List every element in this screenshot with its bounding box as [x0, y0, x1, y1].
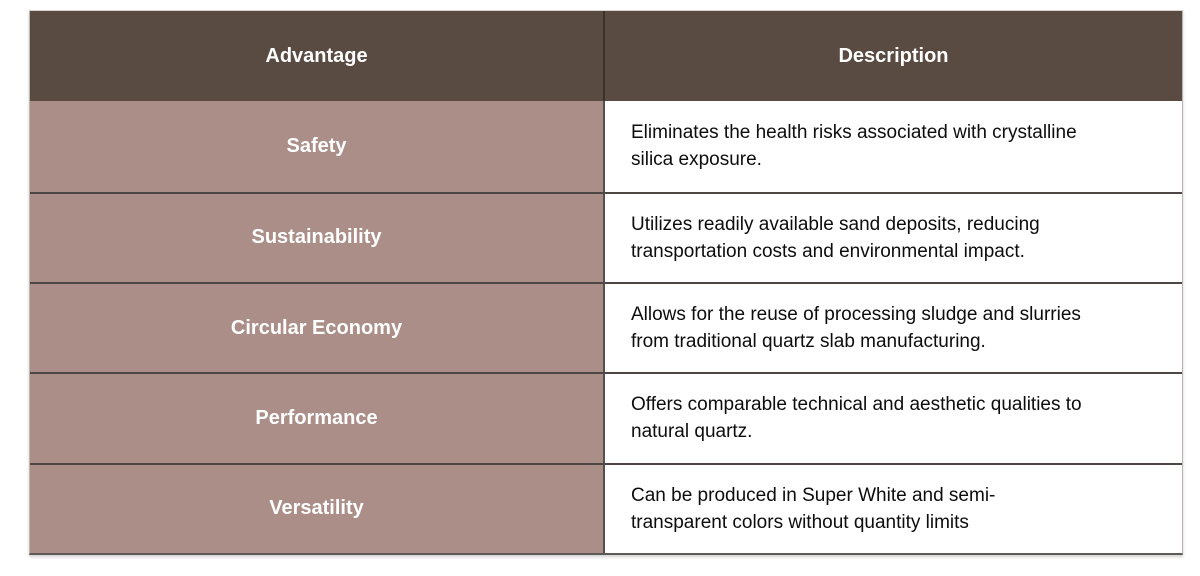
- description-cell-versatility: Can be produced in Super White and semi-…: [605, 462, 1182, 553]
- advantage-cell-sustainability: Sustainability: [30, 191, 605, 282]
- description-cell-circular-economy: Allows for the reuse of processing sludg…: [605, 282, 1182, 373]
- column-header-description: Description: [605, 11, 1182, 102]
- description-cell-sustainability: Utilizes readily available sand deposits…: [605, 191, 1182, 282]
- advantage-cell-circular-economy: Circular Economy: [30, 282, 605, 373]
- description-cell-performance: Offers comparable technical and aestheti…: [605, 372, 1182, 463]
- description-cell-safety: Eliminates the health risks associated w…: [605, 101, 1182, 192]
- column-header-advantage: Advantage: [30, 11, 605, 102]
- advantage-cell-safety: Safety: [30, 101, 605, 192]
- advantage-cell-versatility: Versatility: [30, 462, 605, 553]
- advantages-table: Advantage Description Safety Eliminates …: [29, 10, 1183, 555]
- advantage-cell-performance: Performance: [30, 372, 605, 463]
